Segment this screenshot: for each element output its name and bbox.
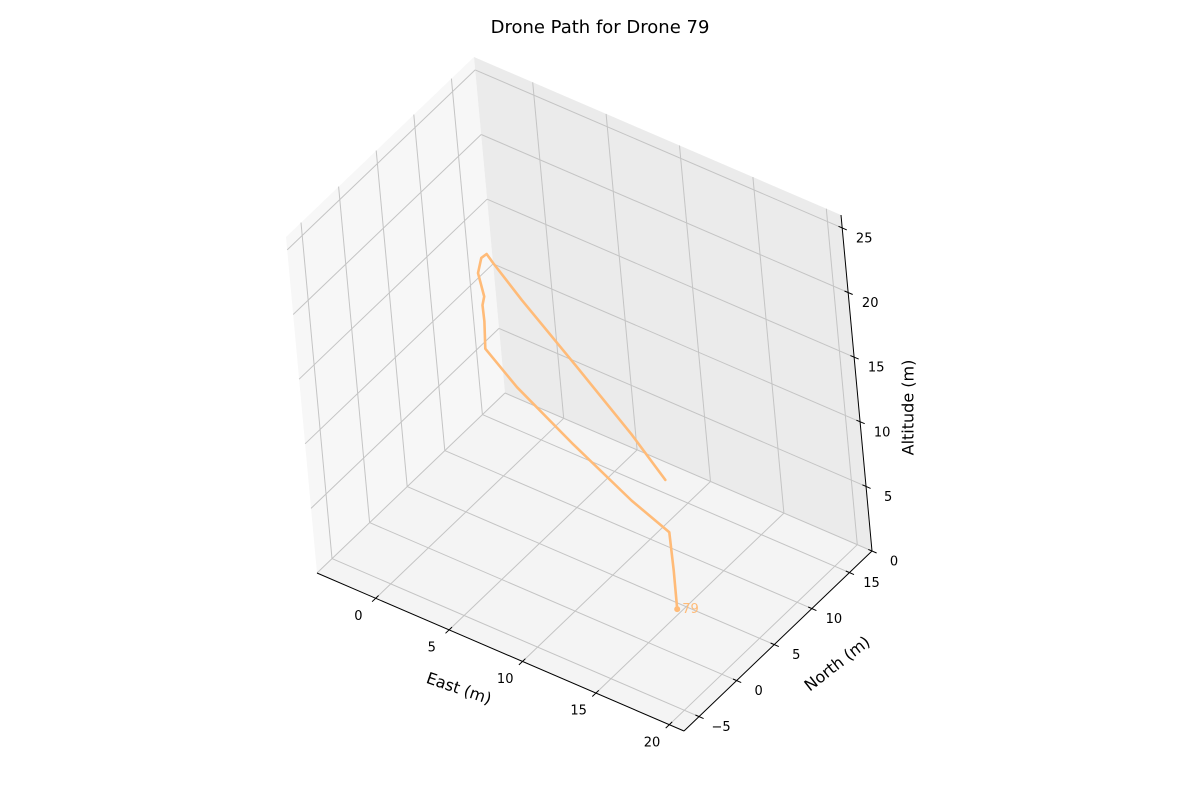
- grid-line-z-back: [486, 198, 855, 358]
- x-tick-label: 5: [428, 641, 436, 656]
- grid-line-y-floor: [482, 414, 850, 574]
- grid-line-x-back: [752, 177, 785, 514]
- y-tick-label: −5: [712, 720, 731, 735]
- y-tick: [845, 570, 855, 576]
- drone-end-marker: [674, 606, 681, 613]
- z-axis-label: Altitude (m): [898, 360, 917, 456]
- grid-lines: [286, 69, 873, 726]
- grid-line-x-floor: [522, 481, 711, 662]
- x-tick-label: 20: [644, 735, 661, 750]
- drone-path-line: [476, 252, 679, 611]
- grid-line-z-back: [492, 263, 861, 423]
- grid-line-z-back: [475, 69, 843, 229]
- grid-line-y-left: [413, 114, 446, 451]
- z-tick-label: 0: [890, 555, 898, 570]
- grid-line-x-back: [679, 145, 711, 482]
- y-tick: [695, 714, 704, 720]
- z-tick-label: 20: [862, 296, 879, 311]
- x-tick-label: 10: [497, 672, 514, 687]
- floor-pane: [317, 393, 872, 731]
- grid-line-z-left: [316, 392, 506, 574]
- z-tick: [868, 548, 877, 554]
- y-tick-label: 10: [826, 612, 843, 627]
- z-tick-label: 5: [884, 490, 892, 505]
- back-pane: [474, 57, 872, 551]
- x-tick: [445, 626, 453, 634]
- chart-title: Drone Path for Drone 79: [491, 17, 710, 38]
- grid-line-x-floor: [375, 417, 565, 599]
- grid-line-y-left: [338, 186, 371, 523]
- x-tick-label: 15: [570, 704, 587, 719]
- grid-line-z-left: [304, 263, 494, 445]
- axis-ticks: 0 5 10 15 20 −5 0 5 10 15 0 5 10 15 20 25: [354, 225, 898, 750]
- axis-lines: [316, 214, 873, 732]
- z-tick: [838, 225, 847, 231]
- z-axis-line: [840, 214, 873, 552]
- z-tick: [844, 290, 853, 295]
- grid-line-x-floor: [668, 544, 858, 726]
- y-tick: [807, 606, 817, 612]
- x-axis-line: [316, 572, 685, 732]
- grid-line-y-floor: [407, 486, 775, 646]
- grid-line-x-back: [605, 113, 638, 450]
- grid-line-z-back: [498, 327, 867, 487]
- grid-line-z-back: [504, 392, 873, 552]
- y-axis-label: North (m): [801, 632, 874, 695]
- grid-line-z-left: [310, 328, 500, 509]
- grid-line-y-floor: [331, 558, 700, 718]
- grid-line-x-floor: [448, 449, 638, 631]
- grid-line-y-left: [300, 222, 333, 559]
- x-tick: [518, 658, 526, 666]
- x-tick: [665, 721, 673, 729]
- y-tick: [732, 678, 742, 684]
- z-tick: [862, 484, 871, 489]
- z-tick: [856, 419, 865, 425]
- grid-line-x-back: [532, 82, 565, 419]
- y-tick-label: 0: [755, 684, 763, 699]
- y-axis-line: [683, 550, 873, 732]
- z-tick-label: 15: [868, 361, 885, 376]
- x-tick: [371, 595, 379, 603]
- y-tick: [770, 642, 780, 648]
- series-group: 79: [476, 252, 699, 617]
- grid-line-z-left: [292, 134, 482, 315]
- grid-line-z-back: [481, 134, 849, 293]
- z-tick: [850, 355, 859, 360]
- z-tick-label: 10: [874, 425, 891, 440]
- grid-line-y-left: [375, 150, 408, 487]
- x-tick: [591, 689, 600, 697]
- y-tick-label: 5: [792, 648, 800, 663]
- grid-line-y-floor: [369, 522, 737, 682]
- grid-line-z-left: [286, 69, 476, 251]
- grid-line-y-left: [450, 78, 483, 415]
- drone-id-label: 79: [682, 602, 699, 617]
- y-tick-label: 15: [863, 576, 880, 591]
- grid-line-x-back: [825, 208, 858, 545]
- grid-line-y-floor: [444, 450, 812, 610]
- x-tick-label: 0: [354, 609, 362, 624]
- axes-panes: [286, 57, 872, 731]
- z-tick-label: 25: [856, 231, 873, 246]
- left-pane: [286, 57, 505, 573]
- grid-line-z-left: [298, 198, 488, 380]
- x-axis-label: East (m): [424, 668, 494, 708]
- grid-line-x-floor: [595, 512, 785, 694]
